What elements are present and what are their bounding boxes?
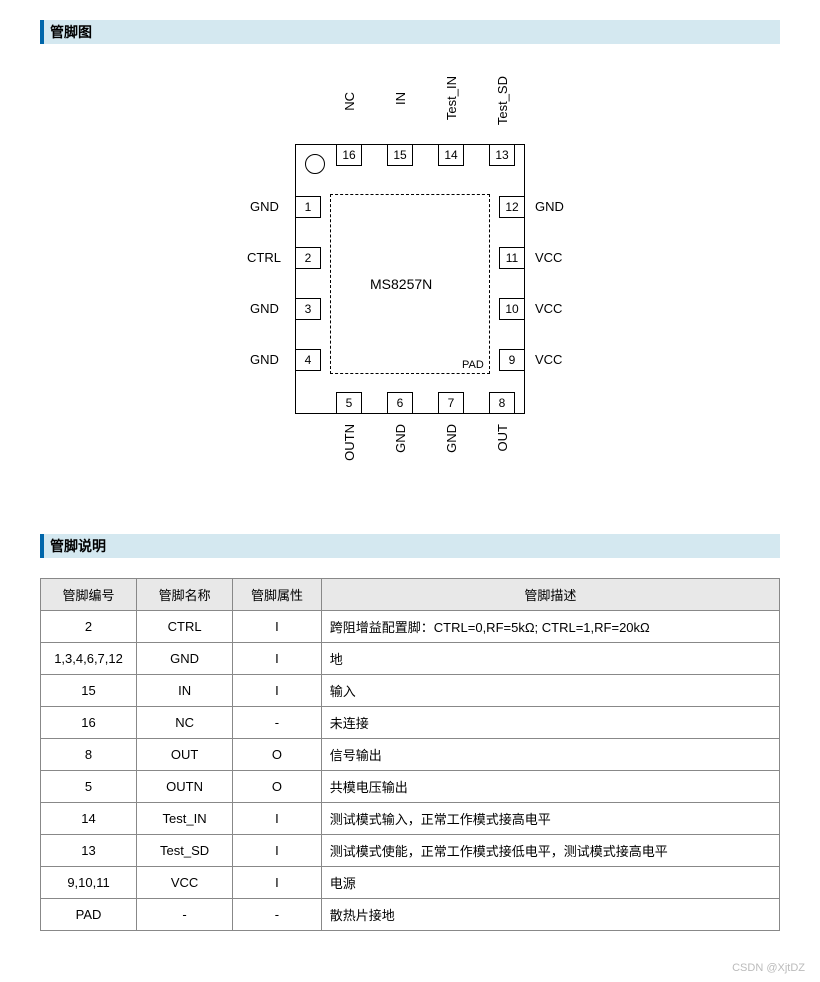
pin-label-8: OUT [495,424,510,451]
pin-description-table: 管脚编号管脚名称管脚属性管脚描述2CTRLI跨阻增益配置脚：CTRL=0,RF=… [40,578,780,931]
table-cell: O [233,739,322,771]
pin-8: 8 [489,392,515,414]
pin-15: 15 [387,144,413,166]
pin1-marker [305,154,325,174]
pin-7: 7 [438,392,464,414]
table-cell: 测试模式输入，正常工作模式接高电平 [321,803,779,835]
table-cell: Test_IN [137,803,233,835]
table-row: 2CTRLI跨阻增益配置脚：CTRL=0,RF=5kΩ; CTRL=1,RF=2… [41,611,780,643]
table-header-row: 管脚编号管脚名称管脚属性管脚描述 [41,579,780,611]
table-cell: 跨阻增益配置脚：CTRL=0,RF=5kΩ; CTRL=1,RF=20kΩ [321,611,779,643]
table-cell: 电源 [321,867,779,899]
table-row: 5OUTNO共模电压输出 [41,771,780,803]
table-row: 14Test_INI测试模式输入，正常工作模式接高电平 [41,803,780,835]
table-row: 8OUTO信号输出 [41,739,780,771]
pin-16: 16 [336,144,362,166]
pin-label-10: VCC [535,301,562,316]
pin-12: 12 [499,196,525,218]
pin-label-7: GND [444,424,459,453]
table-cell: GND [137,643,233,675]
table-cell: 信号输出 [321,739,779,771]
chip-name: MS8257N [370,276,432,292]
table-cell: 1,3,4,6,7,12 [41,643,137,675]
pin-10: 10 [499,298,525,320]
table-cell: NC [137,707,233,739]
pin-label-13: Test_SD [495,76,510,125]
pin-5: 5 [336,392,362,414]
table-cell: 测试模式使能，正常工作模式接低电平，测试模式接高电平 [321,835,779,867]
table-row: 15INI输入 [41,675,780,707]
table-cell: OUT [137,739,233,771]
table-cell: Test_SD [137,835,233,867]
pinout-diagram: PAD MS8257N 1 GND 2 CTRL 3 GND 4 GND 12 GND 11 VCC 10 V… [200,64,620,484]
pin-2: 2 [295,247,321,269]
table-cell: PAD [41,899,137,931]
table-cell: VCC [137,867,233,899]
table-row: 1,3,4,6,7,12GNDI地 [41,643,780,675]
section-header-pindesc: 管脚说明 [40,534,780,558]
table-row: PAD--散热片接地 [41,899,780,931]
table-cell: 9,10,11 [41,867,137,899]
pin-13: 13 [489,144,515,166]
pin-11: 11 [499,247,525,269]
table-cell: 输入 [321,675,779,707]
table-cell: 13 [41,835,137,867]
table-cell: - [233,899,322,931]
table-header-cell: 管脚属性 [233,579,322,611]
table-cell: OUTN [137,771,233,803]
table-cell: - [233,707,322,739]
table-cell: I [233,643,322,675]
pin-label-9: VCC [535,352,562,367]
table-row: 9,10,11VCCI电源 [41,867,780,899]
pin-3: 3 [295,298,321,320]
table-header-cell: 管脚编号 [41,579,137,611]
table-cell: 未连接 [321,707,779,739]
table-cell: 散热片接地 [321,899,779,931]
watermark: CSDN @XjtDZ [732,962,805,974]
pin-label-11: VCC [535,250,562,265]
table-cell: O [233,771,322,803]
table-row: 16NC-未连接 [41,707,780,739]
table-cell: I [233,675,322,707]
pin-9: 9 [499,349,525,371]
pin-label-1: GND [250,199,279,214]
table-cell: 共模电压输出 [321,771,779,803]
pin-label-14: Test_IN [444,76,459,120]
table-cell: CTRL [137,611,233,643]
pad-label: PAD [462,359,484,371]
table-row: 13Test_SDI测试模式使能，正常工作模式接低电平，测试模式接高电平 [41,835,780,867]
pin-14: 14 [438,144,464,166]
pin-label-15: IN [393,92,408,105]
table-header-cell: 管脚名称 [137,579,233,611]
pin-label-12: GND [535,199,564,214]
pin-label-6: GND [393,424,408,453]
table-cell: 14 [41,803,137,835]
pin-1: 1 [295,196,321,218]
pin-4: 4 [295,349,321,371]
pin-6: 6 [387,392,413,414]
table-cell: IN [137,675,233,707]
section-header-pinout: 管脚图 [40,20,780,44]
pinout-diagram-container: PAD MS8257N 1 GND 2 CTRL 3 GND 4 GND 12 GND 11 VCC 10 V… [40,64,780,484]
table-cell: I [233,867,322,899]
table-cell: I [233,611,322,643]
table-cell: I [233,835,322,867]
pin-label-3: GND [250,301,279,316]
table-cell: 8 [41,739,137,771]
pin-label-4: GND [250,352,279,367]
table-cell: 2 [41,611,137,643]
pin-label-2: CTRL [247,250,281,265]
table-cell: I [233,803,322,835]
table-cell: - [137,899,233,931]
pin-label-16: NC [342,92,357,111]
table-cell: 15 [41,675,137,707]
table-header-cell: 管脚描述 [321,579,779,611]
table-cell: 16 [41,707,137,739]
pin-label-5: OUTN [342,424,357,461]
table-cell: 地 [321,643,779,675]
table-cell: 5 [41,771,137,803]
